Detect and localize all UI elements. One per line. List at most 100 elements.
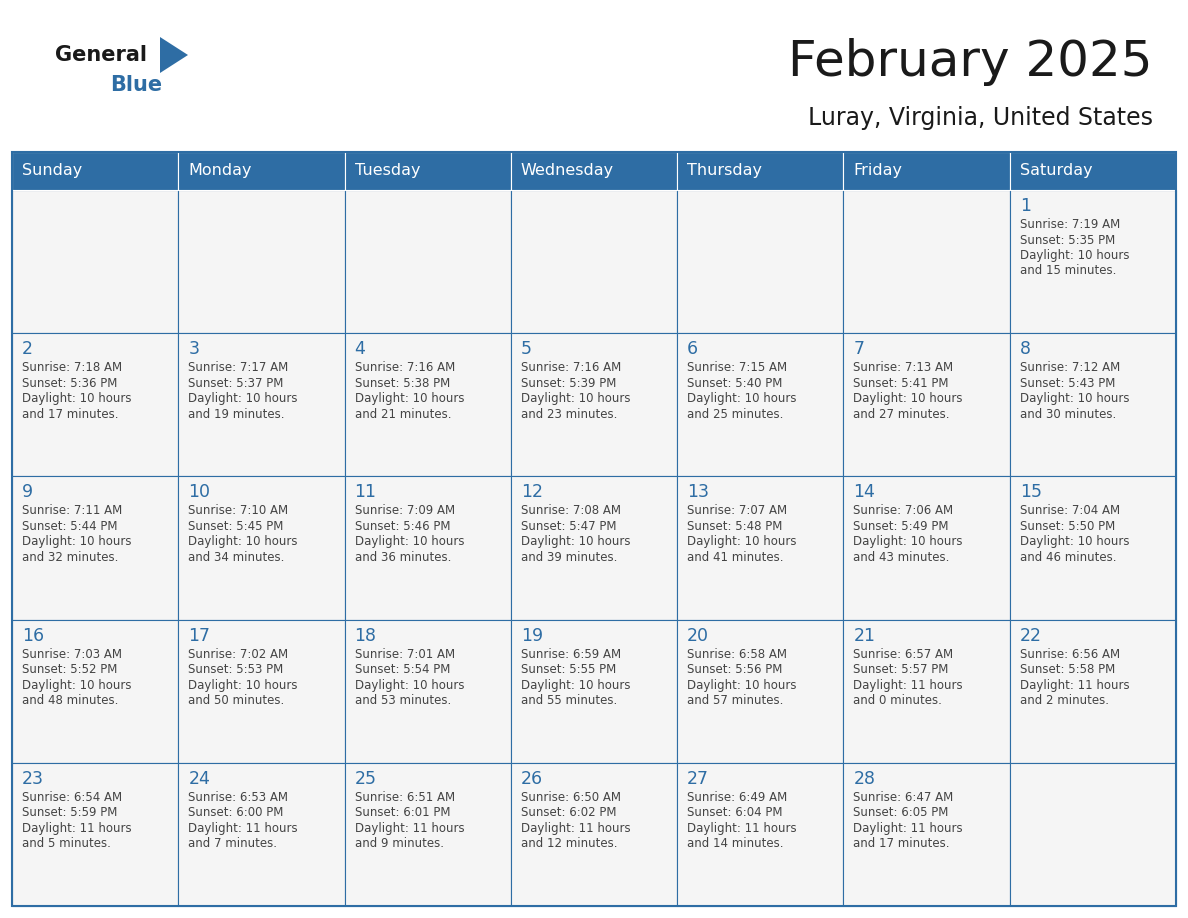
Text: and 5 minutes.: and 5 minutes. bbox=[23, 837, 110, 850]
Text: 24: 24 bbox=[188, 770, 210, 788]
Text: Sunset: 5:43 PM: Sunset: 5:43 PM bbox=[1019, 376, 1116, 390]
Text: and 25 minutes.: and 25 minutes. bbox=[687, 408, 784, 420]
Text: Sunset: 6:04 PM: Sunset: 6:04 PM bbox=[687, 806, 783, 819]
Text: 13: 13 bbox=[687, 484, 709, 501]
Bar bbox=[511, 152, 677, 190]
Bar bbox=[843, 620, 1010, 763]
Bar bbox=[12, 152, 1176, 906]
Text: and 46 minutes.: and 46 minutes. bbox=[1019, 551, 1117, 564]
Text: Sunset: 6:01 PM: Sunset: 6:01 PM bbox=[354, 806, 450, 819]
Text: Sunset: 5:47 PM: Sunset: 5:47 PM bbox=[520, 520, 617, 533]
Text: Daylight: 10 hours: Daylight: 10 hours bbox=[354, 678, 465, 691]
Text: Sunset: 5:50 PM: Sunset: 5:50 PM bbox=[1019, 520, 1116, 533]
Bar bbox=[12, 476, 178, 620]
Text: Daylight: 10 hours: Daylight: 10 hours bbox=[23, 678, 132, 691]
Text: Luray, Virginia, United States: Luray, Virginia, United States bbox=[808, 106, 1154, 130]
Text: Sunset: 5:44 PM: Sunset: 5:44 PM bbox=[23, 520, 118, 533]
Text: Daylight: 10 hours: Daylight: 10 hours bbox=[23, 535, 132, 548]
Bar bbox=[345, 333, 511, 476]
Text: Sunset: 5:57 PM: Sunset: 5:57 PM bbox=[853, 663, 949, 676]
Text: Daylight: 11 hours: Daylight: 11 hours bbox=[853, 678, 963, 691]
Text: and 53 minutes.: and 53 minutes. bbox=[354, 694, 450, 707]
Text: 3: 3 bbox=[188, 341, 200, 358]
Text: and 48 minutes.: and 48 minutes. bbox=[23, 694, 119, 707]
Text: and 9 minutes.: and 9 minutes. bbox=[354, 837, 443, 850]
Bar bbox=[843, 333, 1010, 476]
Text: 4: 4 bbox=[354, 341, 366, 358]
Bar bbox=[178, 333, 345, 476]
Text: 11: 11 bbox=[354, 484, 377, 501]
Text: and 43 minutes.: and 43 minutes. bbox=[853, 551, 949, 564]
Bar bbox=[511, 190, 677, 333]
Text: Sunset: 5:41 PM: Sunset: 5:41 PM bbox=[853, 376, 949, 390]
Bar bbox=[843, 763, 1010, 906]
Text: 19: 19 bbox=[520, 627, 543, 644]
Text: Sunrise: 6:53 AM: Sunrise: 6:53 AM bbox=[188, 790, 289, 804]
Text: and 23 minutes.: and 23 minutes. bbox=[520, 408, 618, 420]
Bar bbox=[677, 190, 843, 333]
Bar bbox=[12, 152, 178, 190]
Text: Tuesday: Tuesday bbox=[354, 163, 421, 178]
Text: Daylight: 11 hours: Daylight: 11 hours bbox=[188, 822, 298, 834]
Text: Sunrise: 7:04 AM: Sunrise: 7:04 AM bbox=[1019, 504, 1120, 518]
Text: Sunset: 5:40 PM: Sunset: 5:40 PM bbox=[687, 376, 783, 390]
Bar bbox=[843, 476, 1010, 620]
Bar bbox=[178, 763, 345, 906]
Bar bbox=[677, 620, 843, 763]
Bar bbox=[345, 152, 511, 190]
Text: 14: 14 bbox=[853, 484, 876, 501]
Text: Sunset: 5:59 PM: Sunset: 5:59 PM bbox=[23, 806, 118, 819]
Text: Sunday: Sunday bbox=[21, 163, 82, 178]
Bar bbox=[12, 620, 178, 763]
Bar bbox=[511, 763, 677, 906]
Text: Thursday: Thursday bbox=[687, 163, 763, 178]
Text: Daylight: 10 hours: Daylight: 10 hours bbox=[354, 535, 465, 548]
Text: Daylight: 10 hours: Daylight: 10 hours bbox=[1019, 535, 1130, 548]
Text: and 17 minutes.: and 17 minutes. bbox=[853, 837, 950, 850]
Bar bbox=[843, 190, 1010, 333]
Text: and 39 minutes.: and 39 minutes. bbox=[520, 551, 618, 564]
Text: 8: 8 bbox=[1019, 341, 1031, 358]
Text: Daylight: 10 hours: Daylight: 10 hours bbox=[687, 535, 797, 548]
Bar bbox=[511, 333, 677, 476]
Text: and 7 minutes.: and 7 minutes. bbox=[188, 837, 277, 850]
Text: Sunset: 5:53 PM: Sunset: 5:53 PM bbox=[188, 663, 284, 676]
Text: Daylight: 10 hours: Daylight: 10 hours bbox=[354, 392, 465, 405]
Text: and 41 minutes.: and 41 minutes. bbox=[687, 551, 784, 564]
Text: Daylight: 10 hours: Daylight: 10 hours bbox=[520, 678, 631, 691]
Text: 18: 18 bbox=[354, 627, 377, 644]
Text: 28: 28 bbox=[853, 770, 876, 788]
Text: Sunset: 5:55 PM: Sunset: 5:55 PM bbox=[520, 663, 617, 676]
Text: Sunrise: 6:47 AM: Sunrise: 6:47 AM bbox=[853, 790, 954, 804]
Text: Sunrise: 6:57 AM: Sunrise: 6:57 AM bbox=[853, 647, 954, 661]
Text: 15: 15 bbox=[1019, 484, 1042, 501]
Bar bbox=[178, 190, 345, 333]
Text: 7: 7 bbox=[853, 341, 865, 358]
Text: 5: 5 bbox=[520, 341, 532, 358]
Text: and 0 minutes.: and 0 minutes. bbox=[853, 694, 942, 707]
Text: Sunrise: 7:01 AM: Sunrise: 7:01 AM bbox=[354, 647, 455, 661]
Bar bbox=[345, 763, 511, 906]
Text: Sunrise: 7:09 AM: Sunrise: 7:09 AM bbox=[354, 504, 455, 518]
Text: Wednesday: Wednesday bbox=[520, 163, 614, 178]
Text: and 34 minutes.: and 34 minutes. bbox=[188, 551, 285, 564]
Bar bbox=[345, 620, 511, 763]
Text: Daylight: 10 hours: Daylight: 10 hours bbox=[687, 392, 797, 405]
Text: and 2 minutes.: and 2 minutes. bbox=[1019, 694, 1108, 707]
Text: Sunrise: 6:50 AM: Sunrise: 6:50 AM bbox=[520, 790, 621, 804]
Bar bbox=[345, 190, 511, 333]
Text: and 30 minutes.: and 30 minutes. bbox=[1019, 408, 1116, 420]
Text: Sunset: 5:35 PM: Sunset: 5:35 PM bbox=[1019, 233, 1116, 247]
Bar bbox=[12, 333, 178, 476]
Bar bbox=[178, 620, 345, 763]
Bar bbox=[677, 333, 843, 476]
Text: 27: 27 bbox=[687, 770, 709, 788]
Text: Sunset: 5:48 PM: Sunset: 5:48 PM bbox=[687, 520, 783, 533]
Text: Daylight: 10 hours: Daylight: 10 hours bbox=[687, 678, 797, 691]
Text: 20: 20 bbox=[687, 627, 709, 644]
Text: Sunset: 5:54 PM: Sunset: 5:54 PM bbox=[354, 663, 450, 676]
Text: Sunrise: 7:16 AM: Sunrise: 7:16 AM bbox=[520, 361, 621, 375]
Text: Sunrise: 7:17 AM: Sunrise: 7:17 AM bbox=[188, 361, 289, 375]
Text: Sunset: 5:46 PM: Sunset: 5:46 PM bbox=[354, 520, 450, 533]
Text: Daylight: 10 hours: Daylight: 10 hours bbox=[188, 535, 298, 548]
